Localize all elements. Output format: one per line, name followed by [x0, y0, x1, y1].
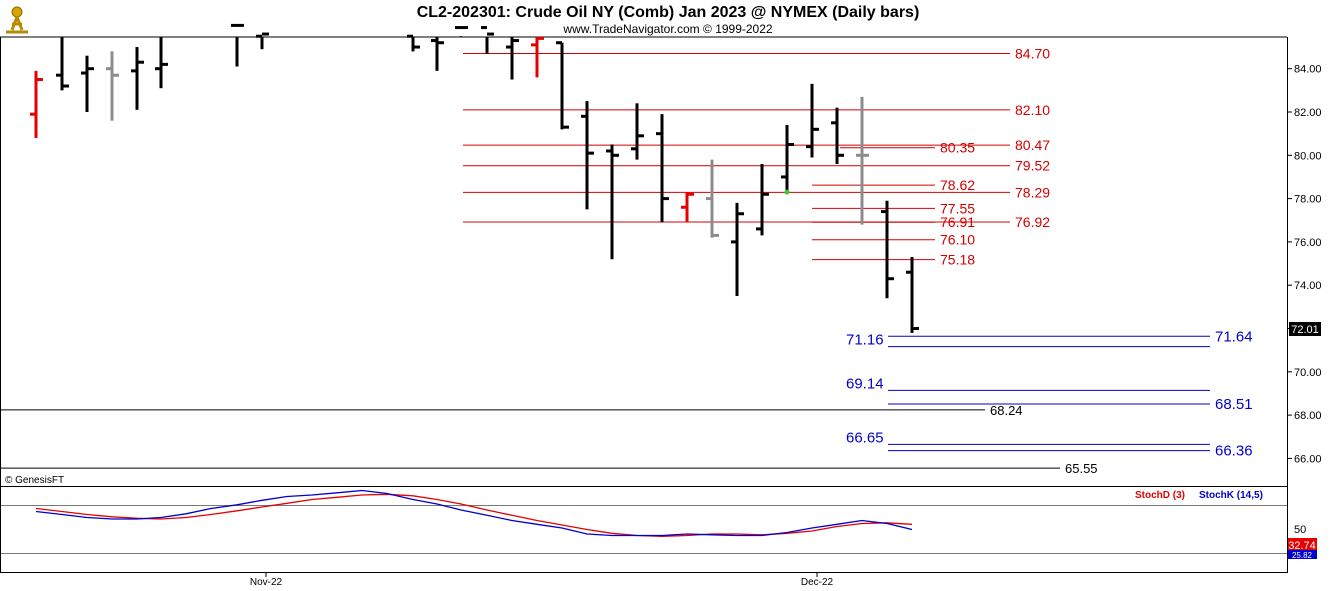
ohlc-bar — [431, 37, 444, 71]
ohlc-bar — [681, 192, 694, 223]
stochastic-lines — [35, 489, 913, 537]
y-tick-label: 76.00 — [1294, 237, 1322, 249]
resistance-level-label: 75.18 — [940, 252, 975, 268]
stoch-d-badge — [1288, 538, 1317, 551]
ohlc-bar — [455, 26, 468, 37]
support-level-label: 68.51 — [1215, 396, 1253, 413]
support-level-label: 71.16 — [846, 332, 884, 349]
ohlc-bars — [30, 23, 919, 333]
resistance-level-label: 78.62 — [940, 177, 975, 193]
ohlc-bar — [656, 114, 669, 223]
support-level-label: 71.64 — [1215, 328, 1253, 345]
resistance-level-label: 82.10 — [1015, 102, 1050, 118]
resistance-level-label: 76.10 — [940, 232, 975, 248]
trader-logo-icon — [6, 6, 28, 34]
stoch-d-value: 32.74 — [1288, 540, 1316, 552]
ohlc-bar — [106, 51, 119, 121]
resistance-level-label: 77.55 — [940, 200, 975, 216]
y-tick-label: 66.00 — [1294, 453, 1322, 465]
resistance-level-label: 76.92 — [1015, 214, 1050, 230]
x-tick-label: Dec-22 — [801, 577, 834, 588]
resistance-level-label: 84.70 — [1015, 46, 1050, 62]
ohlc-bar — [481, 26, 494, 54]
ohlc-bar — [856, 96, 869, 225]
black-level-label: 68.24 — [990, 403, 1023, 418]
chart-title: CL2-202301: Crude Oil NY (Comb) Jan 2023… — [417, 4, 920, 21]
ohlc-bar — [556, 41, 569, 130]
resistance-level-label: 78.29 — [1015, 184, 1050, 200]
y-axis-ticks: 84.0082.0080.0078.0076.0074.0072.0070.00… — [1287, 64, 1322, 465]
ohlc-bar — [531, 36, 544, 78]
support-level-label: 69.14 — [846, 375, 884, 392]
y-tick-label: 84.00 — [1294, 64, 1322, 76]
ohlc-bar — [781, 124, 794, 193]
y-tick-label: 74.00 — [1294, 280, 1322, 292]
ohlc-bar — [231, 23, 244, 67]
ohlc-bar — [407, 34, 420, 52]
resistance-level-label: 80.35 — [940, 140, 975, 156]
y-tick-label: 82.00 — [1294, 107, 1322, 119]
legend-stoch-k: StochK (14,5) — [1199, 490, 1263, 501]
ohlc-bar — [731, 202, 744, 297]
ohlc-bar — [906, 257, 919, 333]
ohlc-bar — [155, 37, 168, 89]
support-level-label: 66.65 — [846, 429, 884, 446]
oscillator-panel: StochD (3) StochK (14,5) 50 32.74 25.82 — [0, 486, 1317, 573]
genesis-credit: © GenesisFT — [5, 475, 64, 486]
ohlc-bar — [81, 55, 94, 112]
ohlc-bar — [706, 159, 719, 238]
price-levels: 84.70 82.10 80.47 79.52 78.29 76.92 80.35 78.62… — [0, 46, 1253, 476]
ohlc-bar — [581, 101, 594, 210]
ohlc-bar — [756, 163, 769, 236]
resistance-level-label: 80.47 — [1015, 137, 1050, 153]
ohlc-bar — [806, 83, 819, 158]
stoch-d-line — [35, 493, 913, 537]
y-tick-label: 68.00 — [1294, 410, 1322, 422]
legend-stoch-d: StochD (3) — [1135, 490, 1185, 501]
y-tick-label: 70.00 — [1294, 367, 1322, 379]
ohlc-bar — [831, 107, 844, 164]
stoch-k-value: 25.82 — [1292, 551, 1313, 560]
ohlc-bar — [881, 200, 894, 299]
resistance-level-label: 76.91 — [940, 214, 975, 230]
signal-dot — [784, 189, 790, 195]
y-tick-label: 80.00 — [1294, 150, 1322, 162]
ohlc-bar — [131, 47, 144, 110]
y-tick-label: 78.00 — [1294, 194, 1322, 206]
current-price-badge: 72.01 — [1289, 322, 1321, 336]
stoch-k-line — [35, 489, 913, 537]
header: CL2-202301: Crude Oil NY (Comb) Jan 2023… — [6, 4, 919, 36]
ohlc-bar — [30, 70, 43, 138]
resistance-level-label: 79.52 — [1015, 158, 1050, 174]
price-panel: 84.0082.0080.0078.0076.0074.0072.0070.00… — [0, 23, 1322, 487]
ohlc-bar — [56, 37, 69, 91]
x-axis: Nov-22 Dec-22 — [250, 573, 834, 588]
support-level-label: 66.36 — [1215, 443, 1253, 460]
osc-level-50: 50 — [1294, 524, 1306, 536]
black-level-label: 65.55 — [1065, 461, 1098, 476]
ohlc-bar — [606, 144, 619, 260]
ohlc-bar — [256, 32, 269, 50]
stoch-k-badge — [1288, 550, 1317, 559]
current-price-label: 72.01 — [1291, 324, 1319, 336]
ohlc-bar — [506, 37, 519, 80]
chart-subtitle: www.TradeNavigator.com © 1999-2022 — [562, 22, 772, 36]
ohlc-bar — [631, 103, 644, 160]
x-tick-label: Nov-22 — [250, 577, 283, 588]
